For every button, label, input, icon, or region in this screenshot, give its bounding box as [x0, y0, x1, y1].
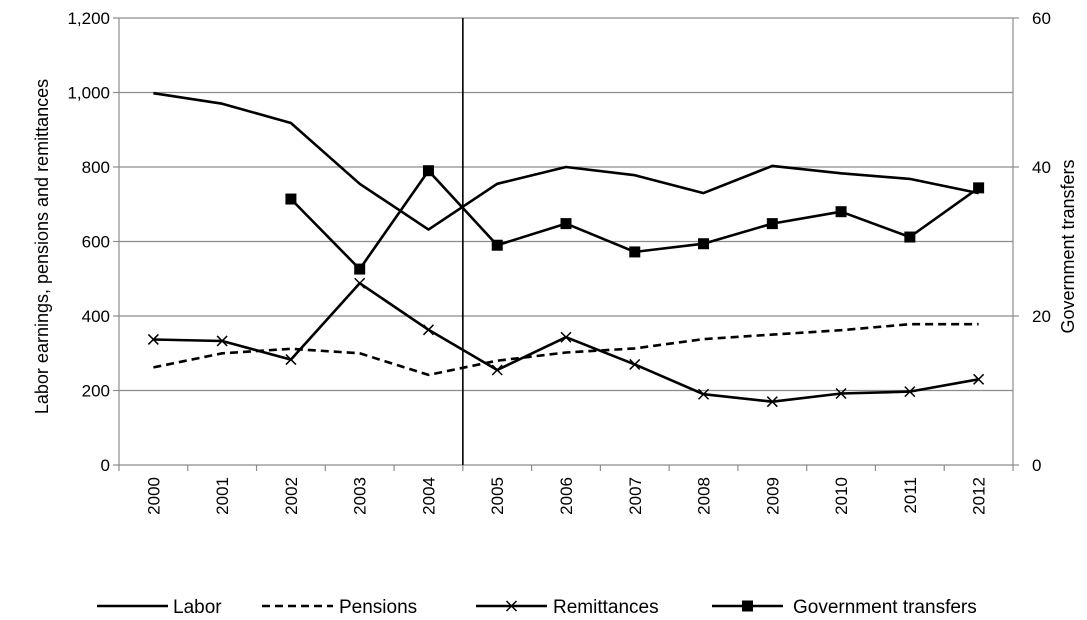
- y-right-tick-label: 0: [1032, 456, 1041, 475]
- legend-item-remittances: Remittances: [476, 597, 659, 618]
- y-right-title: Government transfers: [1058, 159, 1078, 333]
- government-transfers-point: [904, 231, 916, 243]
- government-transfers-point: [354, 263, 366, 275]
- series-government-transfers: [285, 165, 985, 275]
- x-tick-label: 2009: [763, 477, 782, 515]
- y-left-tick-label: 1,000: [67, 84, 110, 103]
- x-tick-label: 2000: [144, 477, 163, 515]
- grid: [119, 17, 1013, 392]
- x-tick-label: 2010: [832, 477, 851, 515]
- legend-marker-government-transfers: [742, 600, 753, 612]
- y-left-tick-label: 600: [82, 233, 110, 252]
- series: [147, 91, 985, 408]
- legend-label-remittances: Remittances: [553, 597, 659, 618]
- y-left-tick-label: 800: [82, 158, 110, 177]
- government-transfers-point: [835, 206, 847, 218]
- remittances-point: [354, 277, 366, 289]
- remittances-point: [835, 387, 847, 400]
- legend-label-labor: Labor: [173, 597, 222, 618]
- government-transfers-point: [422, 165, 434, 177]
- remittances-point: [147, 333, 159, 345]
- series-remittances: [147, 277, 985, 408]
- government-transfers-point: [766, 218, 778, 230]
- government-transfers-point: [491, 239, 503, 251]
- remittances-point: [904, 386, 916, 398]
- x-tick-label: 2011: [901, 477, 920, 514]
- government-transfers-point: [973, 182, 985, 194]
- remittances-point: [422, 324, 434, 336]
- y-right-tick-label: 60: [1032, 9, 1051, 28]
- x-tick-label: 2005: [488, 477, 507, 515]
- x-tick-label: 2012: [970, 477, 989, 515]
- remittances-point: [766, 396, 778, 408]
- legend-item-labor: Labor: [97, 597, 222, 618]
- y-left-tick-label: 400: [82, 307, 110, 326]
- x-tick-label: 2003: [351, 477, 370, 515]
- series-labor: [153, 91, 979, 231]
- legend-marker-remittances: [505, 600, 518, 612]
- legend-label-government-transfers: Government transfers: [793, 597, 977, 618]
- axes: 0 200 400 600 800 1,000 1,200 0 20 40 60 2000 2001 20…: [32, 9, 1078, 515]
- y-left-title: Labor earnings, pensions and remittances: [32, 79, 52, 414]
- x-tick-label: 2007: [626, 477, 645, 515]
- remittances-point: [698, 388, 710, 400]
- x-tick-label: 2002: [282, 477, 301, 515]
- legend-label-pensions: Pensions: [339, 597, 417, 618]
- legend-item-government-transfers: Government transfers: [712, 597, 977, 618]
- y-right-tick-label: 20: [1032, 307, 1051, 326]
- government-transfers-point: [629, 246, 641, 258]
- government-transfers-point: [698, 238, 710, 250]
- remittances-line: [153, 281, 979, 404]
- y-left-tick-label: 0: [101, 456, 110, 475]
- remittances-point: [491, 364, 503, 376]
- legend-item-pensions: Pensions: [262, 597, 417, 618]
- government-transfers-point: [285, 193, 297, 205]
- y-right-tick-label: 40: [1032, 158, 1051, 177]
- pensions-line: [153, 322, 979, 377]
- y-left-tick-label: 1,200: [67, 9, 110, 28]
- x-tick-label: 2008: [695, 477, 714, 515]
- legend: Labor Pensions Remittances Government trans…: [97, 597, 977, 618]
- series-pensions: [153, 322, 979, 377]
- government-transfers-point: [560, 218, 572, 230]
- remittances-point: [629, 358, 641, 370]
- remittances-point: [285, 354, 297, 366]
- labor-line: [153, 91, 979, 231]
- x-tick-label: 2004: [419, 477, 438, 515]
- y-left-tick-label: 200: [82, 382, 110, 401]
- remittances-point: [973, 373, 985, 385]
- x-tick-label: 2006: [557, 477, 576, 515]
- remittances-point: [560, 331, 572, 343]
- remittances-point: [216, 335, 228, 347]
- x-tick-label: 2001: [213, 477, 232, 515]
